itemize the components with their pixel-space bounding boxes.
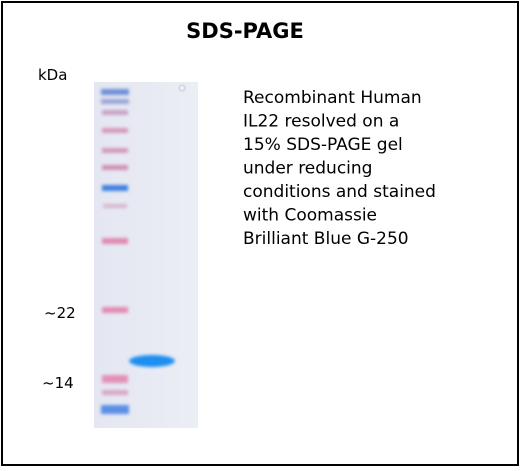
marker-label: ~14: [42, 374, 74, 392]
gel-image: [94, 82, 198, 428]
description: Recombinant Human IL22 resolved on a 15% S…: [243, 88, 436, 249]
description-line: under reducing: [243, 159, 372, 179]
sample-band: [129, 355, 175, 367]
marker-label: ~22: [44, 304, 76, 322]
description-line: IL22 resolved on a: [243, 112, 399, 132]
description-line: conditions and stained: [243, 182, 436, 202]
description-line: Recombinant Human: [243, 88, 422, 108]
description-line: with Coomassie: [243, 206, 377, 226]
title: SDS-PAGE: [186, 19, 304, 43]
description-line: Brilliant Blue G-250: [243, 229, 409, 249]
gel-lane-area: [94, 82, 198, 428]
ladder: [101, 89, 129, 414]
unit-label: kDa: [38, 66, 67, 84]
description-line: 15% SDS-PAGE gel: [243, 135, 403, 155]
gel-spot: [178, 84, 186, 92]
